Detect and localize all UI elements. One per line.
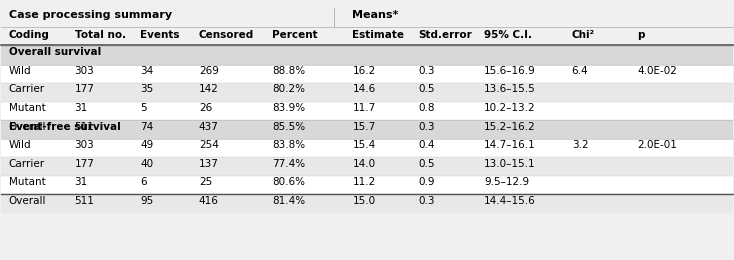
Text: 35: 35 — [140, 84, 153, 94]
Text: 88.8%: 88.8% — [272, 66, 305, 76]
Text: Coding: Coding — [9, 30, 50, 40]
FancyBboxPatch shape — [1, 102, 733, 120]
Text: 95% C.I.: 95% C.I. — [484, 30, 532, 40]
Text: 416: 416 — [199, 196, 219, 206]
Text: 11.7: 11.7 — [352, 103, 376, 113]
Text: 10.2–13.2: 10.2–13.2 — [484, 103, 536, 113]
Text: Wild: Wild — [9, 140, 32, 150]
FancyBboxPatch shape — [1, 139, 733, 157]
Text: Case processing summary: Case processing summary — [9, 10, 172, 20]
Text: 14.7–16.1: 14.7–16.1 — [484, 140, 536, 150]
Text: 254: 254 — [199, 140, 219, 150]
Text: 3.2: 3.2 — [572, 140, 589, 150]
Text: Carrier: Carrier — [9, 84, 45, 94]
Text: 80.2%: 80.2% — [272, 84, 305, 94]
Text: 15.4: 15.4 — [352, 140, 376, 150]
Text: Carrier: Carrier — [9, 159, 45, 168]
Text: 13.0–15.1: 13.0–15.1 — [484, 159, 536, 168]
Text: 0.4: 0.4 — [418, 140, 435, 150]
Text: Means*: Means* — [352, 10, 399, 20]
Text: 83.8%: 83.8% — [272, 140, 305, 150]
Text: 14.4–15.6: 14.4–15.6 — [484, 196, 536, 206]
FancyBboxPatch shape — [1, 8, 733, 26]
Text: 0.3: 0.3 — [418, 121, 435, 132]
Text: 2.0E-01: 2.0E-01 — [638, 140, 677, 150]
Text: 31: 31 — [75, 177, 88, 187]
Text: 77.4%: 77.4% — [272, 159, 305, 168]
Text: 0.5: 0.5 — [418, 84, 435, 94]
FancyBboxPatch shape — [1, 83, 733, 102]
Text: 15.2–16.2: 15.2–16.2 — [484, 121, 536, 132]
Text: Wild: Wild — [9, 66, 32, 76]
Text: 303: 303 — [75, 66, 94, 76]
Text: 0.5: 0.5 — [418, 159, 435, 168]
Text: 177: 177 — [75, 159, 95, 168]
FancyBboxPatch shape — [1, 194, 733, 213]
Text: 81.4%: 81.4% — [272, 196, 305, 206]
Text: 34: 34 — [140, 66, 153, 76]
FancyBboxPatch shape — [1, 46, 733, 65]
Text: 14.6: 14.6 — [352, 84, 376, 94]
Text: 95: 95 — [140, 196, 153, 206]
Text: Chi²: Chi² — [572, 30, 595, 40]
Text: 15.7: 15.7 — [352, 121, 376, 132]
Text: Std.error: Std.error — [418, 30, 472, 40]
Text: 9.5–12.9: 9.5–12.9 — [484, 177, 529, 187]
Text: 269: 269 — [199, 66, 219, 76]
Text: 437: 437 — [199, 121, 219, 132]
Text: Events: Events — [140, 30, 180, 40]
Text: Censored: Censored — [199, 30, 254, 40]
Text: 0.8: 0.8 — [418, 103, 435, 113]
FancyBboxPatch shape — [1, 27, 733, 46]
Text: 177: 177 — [75, 84, 95, 94]
Text: 5: 5 — [140, 103, 147, 113]
Text: 85.5%: 85.5% — [272, 121, 305, 132]
Text: 0.9: 0.9 — [418, 177, 435, 187]
Text: 16.2: 16.2 — [352, 66, 376, 76]
Text: 6.4: 6.4 — [572, 66, 589, 76]
FancyBboxPatch shape — [1, 120, 733, 139]
Text: 15.0: 15.0 — [352, 196, 376, 206]
Text: Overall survival: Overall survival — [9, 47, 101, 57]
Text: 0.3: 0.3 — [418, 66, 435, 76]
Text: 511: 511 — [75, 121, 95, 132]
FancyBboxPatch shape — [1, 120, 733, 139]
Text: Event-free survival: Event-free survival — [9, 121, 120, 132]
Text: 80.6%: 80.6% — [272, 177, 305, 187]
Text: 83.9%: 83.9% — [272, 103, 305, 113]
FancyBboxPatch shape — [1, 176, 733, 194]
Text: 137: 137 — [199, 159, 219, 168]
Text: 142: 142 — [199, 84, 219, 94]
FancyBboxPatch shape — [1, 157, 733, 176]
Text: 13.6–15.5: 13.6–15.5 — [484, 84, 536, 94]
Text: 49: 49 — [140, 140, 153, 150]
Text: Percent: Percent — [272, 30, 318, 40]
Text: 40: 40 — [140, 159, 153, 168]
Text: 74: 74 — [140, 121, 153, 132]
Text: 11.2: 11.2 — [352, 177, 376, 187]
Text: 511: 511 — [75, 196, 95, 206]
Text: 6: 6 — [140, 177, 147, 187]
Text: 14.0: 14.0 — [352, 159, 376, 168]
Text: 25: 25 — [199, 177, 212, 187]
Text: Overall: Overall — [9, 196, 46, 206]
Text: 26: 26 — [199, 103, 212, 113]
FancyBboxPatch shape — [1, 65, 733, 83]
Text: Mutant: Mutant — [9, 103, 46, 113]
Text: Total no.: Total no. — [75, 30, 126, 40]
Text: Mutant: Mutant — [9, 177, 46, 187]
Text: 303: 303 — [75, 140, 94, 150]
Text: 4.0E-02: 4.0E-02 — [638, 66, 677, 76]
Text: 15.6–16.9: 15.6–16.9 — [484, 66, 536, 76]
Text: Estimate: Estimate — [352, 30, 404, 40]
Text: p: p — [638, 30, 645, 40]
Text: 31: 31 — [75, 103, 88, 113]
Text: 0.3: 0.3 — [418, 196, 435, 206]
Text: Overall: Overall — [9, 121, 46, 132]
